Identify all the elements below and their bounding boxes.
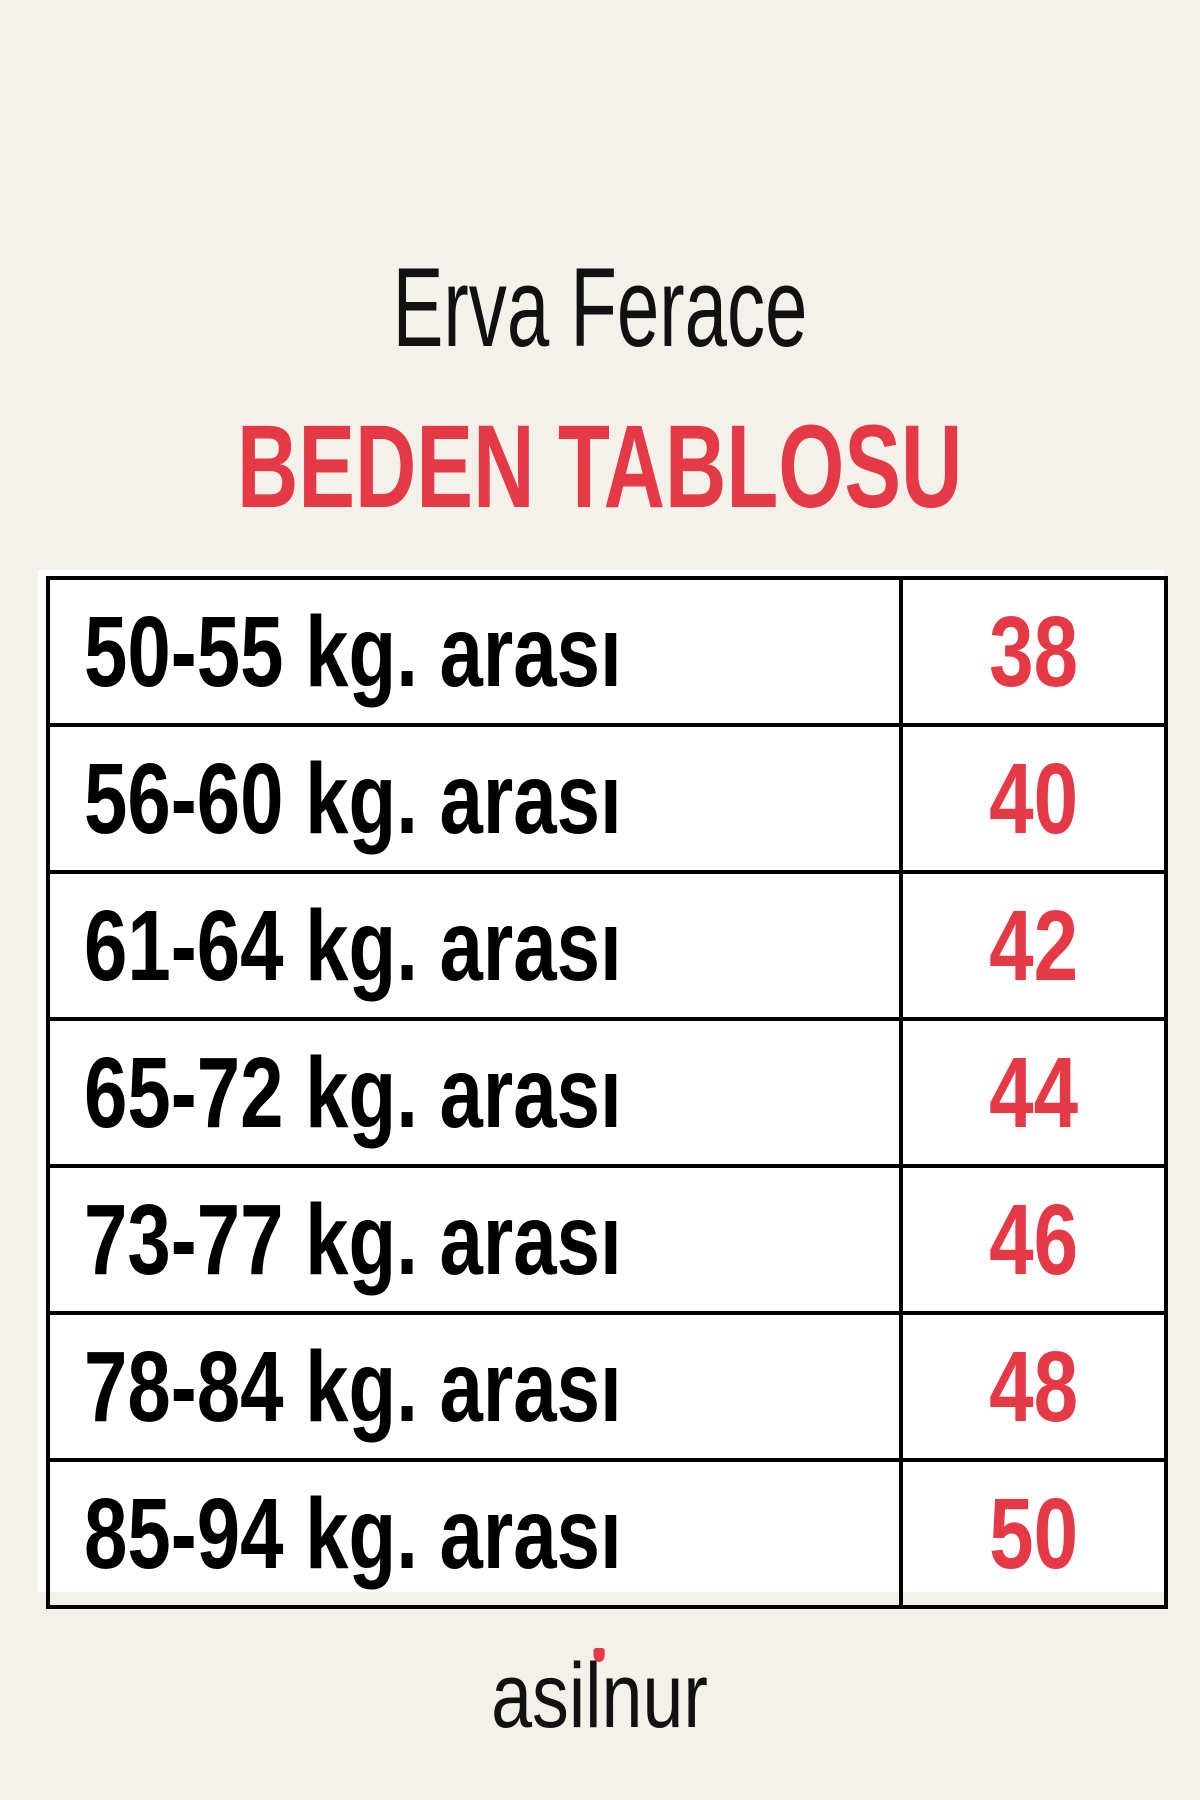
weight-range-cell: 85-94 kg. arası <box>46 1458 903 1609</box>
size-cell: 50 <box>899 1458 1168 1609</box>
size-cell: 46 <box>899 1164 1168 1315</box>
size-table: 50-55 kg. arası 38 56-60 kg. arası 40 61-64 … <box>46 576 1168 1609</box>
size-cell: 40 <box>899 723 1168 874</box>
weight-range-cell: 78-84 kg. arası <box>46 1311 903 1462</box>
table-row: 78-84 kg. arası 48 <box>46 1311 1168 1462</box>
weight-range-cell: 61-64 kg. arası <box>46 870 903 1021</box>
table-row: 73-77 kg. arası 46 <box>46 1164 1168 1315</box>
product-title: Erva Ferace <box>392 245 808 370</box>
weight-range-cell: 56-60 kg. arası <box>46 723 903 874</box>
table-row: 65-72 kg. arası 44 <box>46 1017 1168 1168</box>
table-row: 61-64 kg. arası 42 <box>46 870 1168 1021</box>
brand-logo: asilnur <box>491 1645 709 1747</box>
size-cell: 44 <box>899 1017 1168 1168</box>
size-chart-heading-text: BEDEN TABLOSU <box>237 401 963 533</box>
size-cell: 38 <box>899 576 1168 727</box>
weight-range-cell: 73-77 kg. arası <box>46 1164 903 1315</box>
logo-tulip-dot <box>593 1648 606 1662</box>
table-row: 50-55 kg. arası 38 <box>46 576 1168 727</box>
table-row: 85-94 kg. arası 50 <box>46 1458 1168 1609</box>
size-cell: 42 <box>899 870 1168 1021</box>
size-cell: 48 <box>899 1311 1168 1462</box>
size-chart-heading: BEDEN TABLOSU <box>0 408 1200 526</box>
table-row: 56-60 kg. arası 40 <box>46 723 1168 874</box>
weight-range-cell: 50-55 kg. arası <box>46 576 903 727</box>
weight-range-cell: 65-72 kg. arası <box>46 1017 903 1168</box>
